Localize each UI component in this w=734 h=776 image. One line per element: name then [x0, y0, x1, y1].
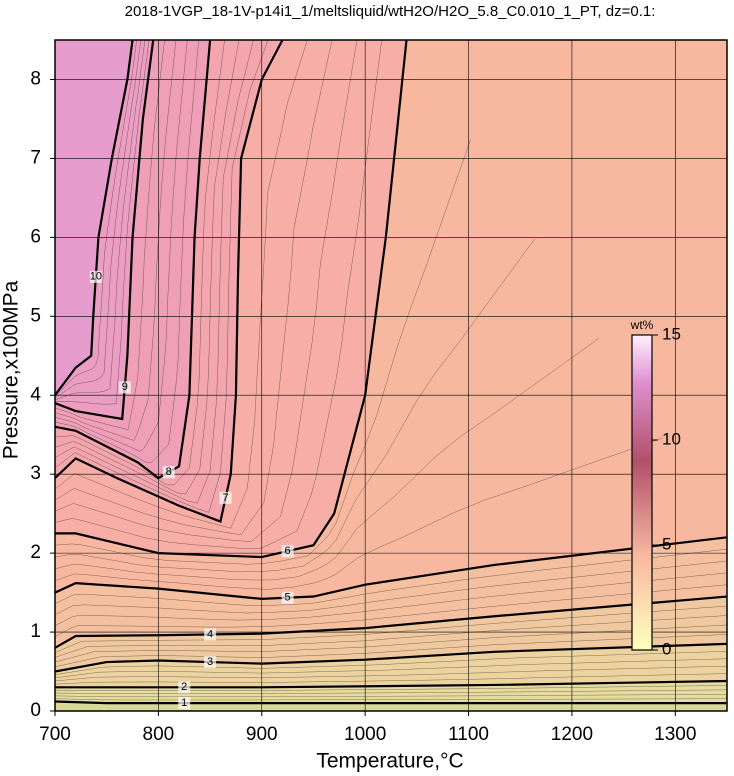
minor-contour	[55, 40, 308, 529]
y-tick-label: 7	[30, 147, 41, 168]
minor-contour	[55, 584, 727, 637]
minor-contour	[55, 238, 535, 573]
y-tick-label: 2	[30, 542, 41, 563]
contour-label: 1	[181, 697, 187, 709]
minor-contour	[55, 40, 333, 536]
minor-contour	[55, 40, 177, 441]
contour-label-box	[118, 381, 131, 394]
minor-contour	[55, 40, 146, 401]
contour-line	[55, 40, 212, 480]
x-tick-label: 1000	[344, 724, 386, 745]
contour-fill	[55, 40, 133, 396]
x-tick-label: 700	[39, 724, 71, 745]
minor-contour	[55, 40, 358, 542]
y-axis-label: Pressure,x100MPa	[0, 280, 23, 459]
minor-contour	[55, 560, 727, 615]
colorbar-tick-label: 15	[662, 324, 681, 343]
y-tick-label: 4	[30, 384, 41, 405]
x-tick-label: 1200	[551, 724, 593, 745]
y-tick-label: 5	[30, 305, 41, 326]
contour-label-box	[281, 545, 294, 558]
minor-contour	[55, 40, 199, 464]
x-tick-label: 1300	[654, 724, 696, 745]
minor-contour	[55, 40, 150, 405]
y-tick-label: 0	[30, 700, 41, 721]
minor-contour	[55, 40, 240, 495]
contour-label-box	[89, 270, 102, 283]
colorbar	[631, 334, 653, 651]
overlay: 700 800 900 1000 1100 1200 1300012345678wt%051…	[30, 39, 728, 745]
contour-label: 5	[285, 592, 291, 604]
contour-label: 9	[122, 381, 128, 393]
minor-contour	[55, 437, 663, 590]
contour-label-box	[204, 628, 217, 641]
colorbar-tick-label: 10	[662, 429, 681, 448]
x-tick-label: 800	[143, 724, 175, 745]
contour-label: 6	[285, 545, 291, 557]
contour-label: 8	[166, 466, 172, 478]
contour-line	[55, 642, 727, 673]
contour-label-box	[204, 656, 217, 669]
contour-label-box	[162, 466, 175, 479]
y-tick-label: 8	[30, 68, 41, 89]
x-tick-label: 1100	[448, 724, 489, 745]
plot-area: 1 2 3 4 5 6 7 8 9 10	[55, 40, 727, 711]
y-tick-label: 1	[30, 621, 41, 642]
contour-line	[55, 40, 284, 524]
contour-label-box	[281, 591, 294, 604]
contour-line	[55, 700, 727, 705]
contour-line	[55, 40, 155, 421]
chart-title: 2018-1VGP_18-1V-p14i1_1/meltsliquid/wtH2…	[125, 3, 656, 20]
contour-label-box	[178, 697, 191, 710]
y-tick-label: 6	[30, 226, 41, 247]
minor-contour	[55, 572, 727, 626]
colorbar-label: wt%	[630, 318, 654, 332]
minor-contour	[55, 40, 269, 513]
x-axis-label: Temperature,°C	[316, 750, 463, 773]
y-tick-label: 3	[30, 463, 41, 484]
contour-label: 7	[223, 492, 229, 504]
minor-contour	[55, 40, 382, 549]
contour-line	[55, 595, 727, 649]
contour-line	[55, 40, 408, 559]
plot-frame	[54, 39, 728, 712]
colorbar-tick-label: 5	[662, 534, 671, 553]
minor-contour	[55, 40, 165, 430]
contour-label-box	[219, 491, 232, 504]
contour-label: 3	[207, 656, 213, 668]
minor-contour	[55, 40, 254, 504]
contour-label: 4	[207, 628, 213, 640]
x-tick-label: 900	[246, 724, 278, 745]
contour-label: 10	[90, 271, 102, 283]
minor-contour	[55, 338, 599, 581]
minor-contour	[55, 548, 727, 607]
minor-contour	[55, 40, 225, 486]
colorbar-tick-label: 0	[662, 639, 671, 658]
minor-contour	[55, 40, 137, 397]
contour-label-box	[178, 681, 191, 694]
minor-contour	[55, 40, 142, 399]
contour-line	[55, 679, 727, 689]
minor-contour	[55, 139, 471, 565]
contour-label: 2	[181, 681, 187, 693]
